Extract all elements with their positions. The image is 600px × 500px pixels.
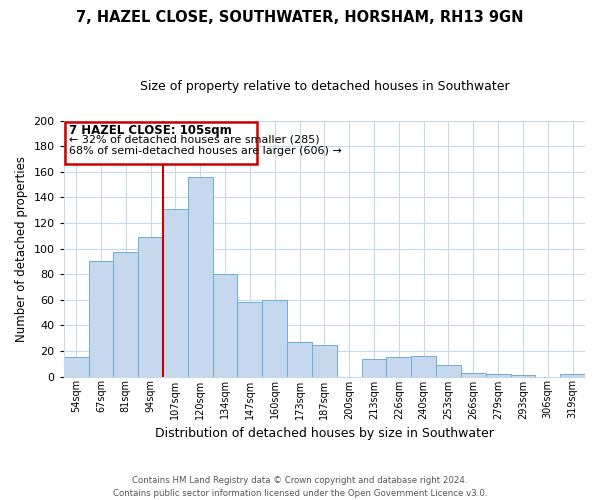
Bar bbox=[238, 302, 262, 376]
Bar bbox=[64, 358, 89, 376]
Text: 7 HAZEL CLOSE: 105sqm: 7 HAZEL CLOSE: 105sqm bbox=[68, 124, 232, 137]
Bar bbox=[188, 177, 212, 376]
Y-axis label: Number of detached properties: Number of detached properties bbox=[15, 156, 28, 342]
Bar bbox=[411, 356, 436, 376]
Bar bbox=[113, 252, 138, 376]
Bar bbox=[511, 375, 535, 376]
Bar bbox=[287, 342, 312, 376]
Bar bbox=[89, 262, 113, 376]
Text: 68% of semi-detached houses are larger (606) →: 68% of semi-detached houses are larger (… bbox=[68, 146, 341, 156]
X-axis label: Distribution of detached houses by size in Southwater: Distribution of detached houses by size … bbox=[155, 427, 494, 440]
Bar bbox=[138, 237, 163, 376]
FancyBboxPatch shape bbox=[65, 122, 257, 164]
Bar bbox=[461, 372, 486, 376]
Bar bbox=[212, 274, 238, 376]
Bar bbox=[486, 374, 511, 376]
Bar bbox=[262, 300, 287, 376]
Bar bbox=[163, 209, 188, 376]
Text: 7, HAZEL CLOSE, SOUTHWATER, HORSHAM, RH13 9GN: 7, HAZEL CLOSE, SOUTHWATER, HORSHAM, RH1… bbox=[76, 10, 524, 25]
Text: ← 32% of detached houses are smaller (285): ← 32% of detached houses are smaller (28… bbox=[68, 134, 319, 144]
Bar bbox=[560, 374, 585, 376]
Bar bbox=[386, 358, 411, 376]
Text: Contains HM Land Registry data © Crown copyright and database right 2024.
Contai: Contains HM Land Registry data © Crown c… bbox=[113, 476, 487, 498]
Bar bbox=[436, 365, 461, 376]
Bar bbox=[362, 358, 386, 376]
Bar bbox=[312, 344, 337, 376]
Title: Size of property relative to detached houses in Southwater: Size of property relative to detached ho… bbox=[140, 80, 509, 93]
